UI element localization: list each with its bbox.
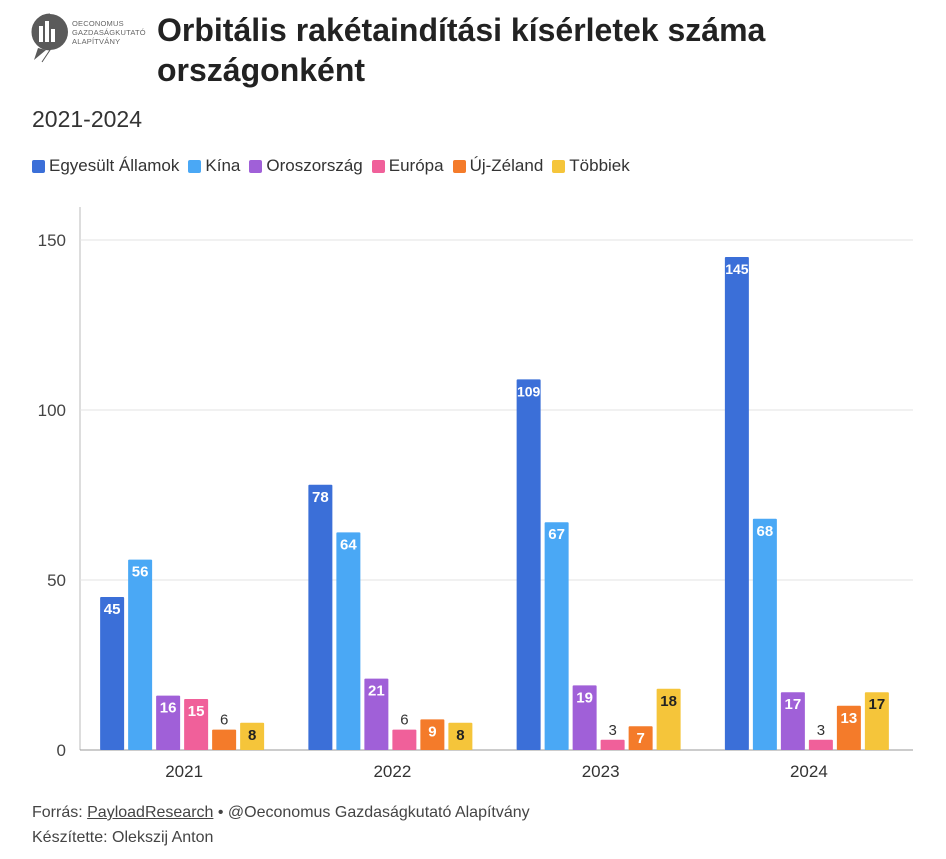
data-label: 9 [428, 723, 436, 740]
legend-swatch [249, 159, 263, 173]
chart-title: Orbitális rakétaindítási kísérletek szám… [157, 12, 766, 88]
source-prefix: Forrás: [32, 804, 88, 821]
data-label: 19 [576, 689, 593, 706]
legend-swatch [552, 159, 566, 173]
source-suffix: • @Oeconomus Gazdaságkutató Alapítvány [213, 804, 530, 821]
bar [128, 559, 153, 750]
legend-item: Többiek [552, 156, 630, 176]
logo-text-line-3: ALAPÍTVÁNY [72, 37, 121, 46]
chart-subtitle: 2021-2024 [32, 106, 142, 132]
bar [836, 705, 861, 750]
data-label: 67 [548, 526, 565, 543]
x-tick-label: 2021 [165, 762, 203, 781]
logo-icon [31, 13, 68, 63]
bar [392, 729, 417, 750]
legend-label: Oroszország [266, 156, 363, 175]
author-line: Készítette: Olekszij Anton [32, 829, 214, 846]
legend-label: Egyesült Államok [49, 156, 180, 175]
bar [544, 522, 569, 750]
source-link[interactable]: PayloadResearch [87, 804, 214, 821]
data-label: 17 [869, 696, 886, 713]
data-label: 17 [785, 696, 802, 713]
y-tick-label: 50 [47, 571, 66, 590]
bar [448, 722, 473, 750]
legend-item: Kína [188, 156, 240, 176]
data-label: 7 [636, 730, 644, 747]
bar [628, 726, 653, 750]
bar [212, 729, 237, 750]
data-label: 6 [400, 712, 408, 729]
x-tick-label: 2022 [373, 762, 411, 781]
data-label: 13 [841, 710, 858, 727]
data-label: 68 [757, 523, 774, 540]
bar [308, 484, 333, 750]
data-label: 6 [220, 712, 228, 729]
bar [516, 379, 541, 750]
bar [336, 532, 361, 750]
y-tick-label: 100 [38, 401, 66, 420]
data-label: 21 [368, 683, 385, 700]
legend-label: Többiek [569, 156, 630, 175]
legend-label: Kína [205, 156, 241, 175]
oeconomus-logo: OECONOMUS GAZDASÁGKUTATÓ ALAPÍTVÁNY [30, 12, 155, 72]
chart-footer: Forrás: PayloadResearch • @Oeconomus Gaz… [32, 800, 530, 850]
bar [780, 692, 805, 750]
bar [864, 692, 889, 750]
y-tick-label: 0 [57, 741, 66, 760]
legend-item: Európa [371, 156, 444, 176]
legend-label: Európa [388, 156, 444, 175]
legend-swatch [188, 159, 202, 173]
legend-swatch [32, 159, 45, 173]
data-label: 64 [340, 536, 357, 553]
bar [600, 739, 625, 750]
logo-text-line-1: OECONOMUS [72, 19, 124, 28]
legend-item: Egyesült Államok [32, 156, 179, 176]
logo-text: OECONOMUS GAZDASÁGKUTATÓ ALAPÍTVÁNY [72, 19, 146, 46]
legend-item: Új-Zéland [452, 156, 544, 176]
data-label: 3 [817, 722, 825, 739]
bar [420, 719, 445, 750]
bar [100, 597, 125, 750]
bar [240, 722, 265, 750]
data-label: 145 [725, 261, 749, 277]
bar [656, 688, 681, 750]
data-label: 16 [160, 700, 177, 717]
x-tick-label: 2023 [582, 762, 620, 781]
source-line: Forrás: PayloadResearch • @Oeconomus Gaz… [32, 800, 530, 825]
data-label: 18 [660, 693, 677, 710]
logo-text-line-2: GAZDASÁGKUTATÓ [72, 28, 146, 37]
bar [156, 695, 181, 750]
data-label: 3 [608, 722, 616, 739]
bar [184, 699, 209, 750]
data-label: 8 [456, 727, 464, 744]
data-label: 45 [104, 601, 121, 618]
data-label: 15 [188, 703, 205, 720]
data-label: 8 [248, 727, 256, 744]
bar [572, 685, 597, 750]
bar [724, 257, 749, 750]
legend-item: Oroszország [249, 156, 363, 176]
data-label: 78 [312, 489, 329, 506]
legend-swatch [371, 159, 385, 173]
bar [364, 678, 389, 750]
bar [808, 739, 833, 750]
legend-label: Új-Zéland [469, 156, 544, 175]
data-label: 109 [517, 383, 541, 399]
chart-legend: Egyesült Államok Kína Oroszország Európa Új-… [32, 156, 630, 176]
legend-swatch [452, 159, 466, 173]
x-tick-label: 2024 [790, 762, 828, 781]
bar [752, 518, 777, 750]
data-label: 56 [132, 564, 149, 581]
y-tick-label: 150 [38, 231, 66, 250]
